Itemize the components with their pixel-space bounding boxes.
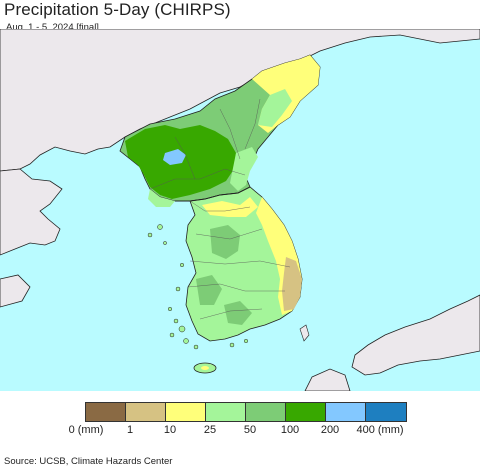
legend-label-3: 25 (203, 424, 217, 436)
legend-swatch-0 (86, 403, 126, 421)
china-south-coast (0, 274, 31, 308)
legend-swatch-3 (206, 403, 246, 421)
map-title: Precipitation 5-Day (CHIRPS) (4, 0, 231, 19)
nk-east-light (230, 147, 258, 191)
legend-label-1: 1 (126, 424, 134, 436)
map-subtitle: Aug. 1 - 5, 2024 [final] (6, 22, 99, 33)
precipitation-map (0, 29, 480, 391)
sk-southwest-green (196, 275, 222, 305)
sk-east-dry (282, 257, 302, 311)
mainland-china-russia (0, 29, 480, 172)
japan-honshu (351, 294, 480, 376)
nk-northeast-green (258, 89, 292, 127)
legend-label-7: 400 (mm) (356, 424, 404, 436)
legend-label-2: 10 (163, 424, 177, 436)
china-west-coast (0, 168, 63, 256)
legend-swatch-6 (326, 403, 366, 421)
sk-central-green (210, 225, 240, 259)
japan-tsushima (299, 324, 310, 342)
sk-south-green (224, 301, 252, 325)
japan-kyushu (304, 368, 351, 391)
jeju-center (201, 366, 209, 370)
legend-label-5: 100 (280, 424, 300, 436)
map-svg (0, 29, 480, 391)
legend-label-0: 0 (mm) (68, 424, 104, 436)
nk-sk-border (175, 186, 251, 202)
southwest-islands (147, 224, 249, 350)
legend-label-4: 50 (243, 424, 257, 436)
sk-north-yellow (202, 197, 258, 217)
legend-labels: 0 (mm) 1 10 25 50 100 200 400 (mm) (60, 424, 420, 438)
nk-southwest-light (148, 189, 175, 207)
province-borders (149, 98, 291, 320)
source-credit: Source: UCSB, Climate Hazards Center (4, 456, 173, 467)
legend-label-6: 200 (320, 424, 340, 436)
legend-color-bar (85, 402, 407, 422)
legend-swatch-2 (166, 403, 206, 421)
legend-swatch-7 (366, 403, 406, 421)
nk-max-rain (163, 149, 186, 165)
legend-swatch-4 (246, 403, 286, 421)
legend-swatch-5 (286, 403, 326, 421)
legend-swatch-1 (126, 403, 166, 421)
